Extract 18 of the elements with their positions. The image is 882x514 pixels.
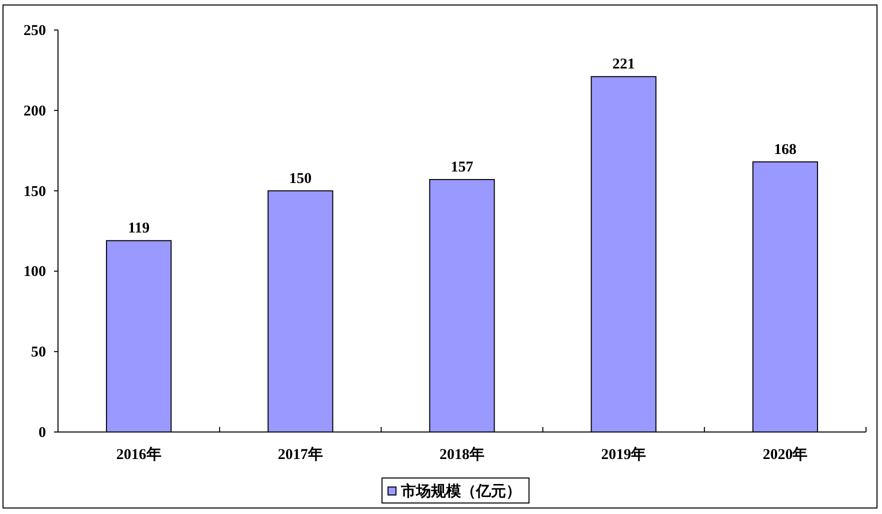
y-tick-label: 200	[24, 103, 46, 120]
x-tick-label: 2020年	[762, 446, 808, 463]
data-label: 150	[289, 170, 312, 187]
data-label: 119	[128, 220, 150, 237]
data-label: 168	[774, 142, 796, 158]
data-label: 221	[612, 56, 635, 73]
x-tick-label: 2019年	[601, 446, 646, 463]
y-tick-label: 100	[24, 264, 46, 280]
y-tick-label: 150	[24, 184, 46, 200]
legend: 市场规模（亿元）	[382, 478, 530, 504]
data-label: 157	[450, 160, 474, 176]
y-tick-label: 0	[38, 425, 46, 441]
x-tick-label: 2018年	[440, 446, 484, 463]
x-tick-label: 2016年	[116, 446, 162, 463]
y-tick-label: 50	[31, 344, 46, 361]
y-tick-label: 250	[24, 23, 46, 39]
legend-label: 市场规模（亿元）	[400, 482, 521, 500]
x-tick-label: 2017年	[278, 446, 323, 463]
